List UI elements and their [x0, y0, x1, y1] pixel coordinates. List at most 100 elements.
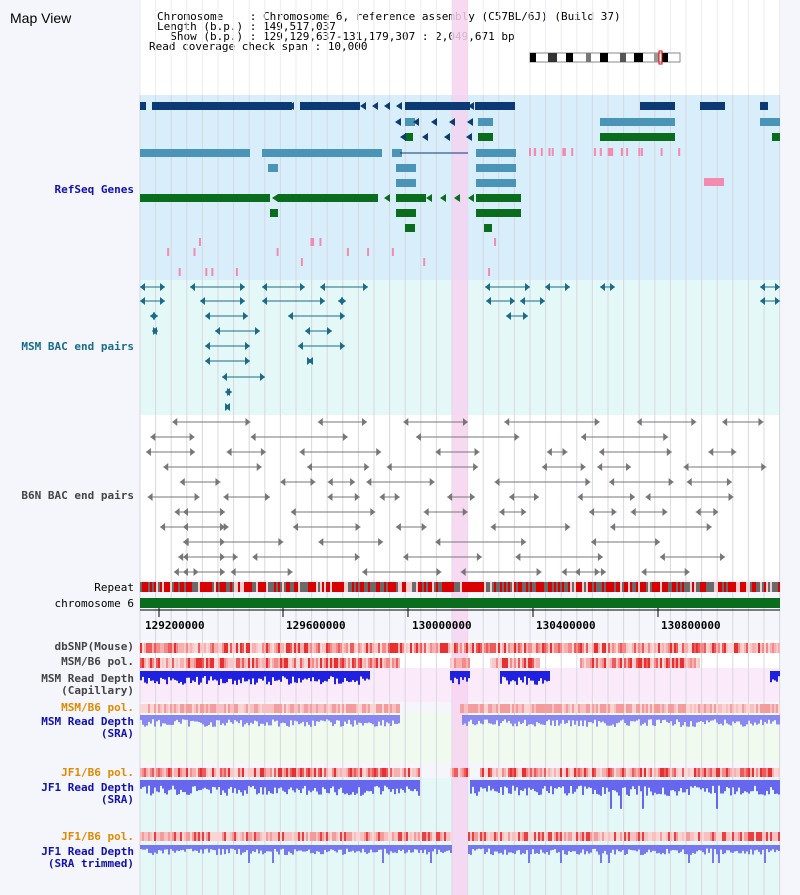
heat-cell [258, 704, 260, 713]
track-label-msm-depth-sra[interactable]: MSM Read Depth (SRA) [41, 716, 134, 740]
gene-mark [533, 148, 536, 156]
heat-cell [628, 658, 630, 668]
track-label-refseq[interactable]: RefSeq Genes [54, 183, 134, 196]
repeat-mark [228, 582, 230, 592]
depth-bar [330, 671, 332, 677]
depth-bar [680, 780, 682, 788]
depth-bar [484, 780, 486, 789]
depth-bar [370, 845, 372, 850]
gene-block [405, 133, 413, 141]
heat-cell [642, 658, 644, 668]
track-label-msm-depth-capillary[interactable]: MSM Read Depth (Capillary) [41, 673, 134, 697]
heat-cell [352, 768, 354, 777]
heat-cell [378, 643, 380, 653]
repeat-mark [362, 582, 364, 592]
depth-bar [678, 845, 680, 854]
repeat-mark [646, 582, 648, 592]
heat-cell [636, 832, 638, 841]
heat-cell [224, 768, 226, 777]
depth-bar [684, 780, 686, 793]
heat-cell [292, 768, 294, 777]
heat-cell [504, 704, 506, 713]
track-label-b6n-bac[interactable]: B6N BAC end pairs [21, 489, 134, 502]
heat-cell [212, 658, 214, 668]
depth-bar [740, 845, 742, 854]
track-label-jf1-depth-trimmed[interactable]: JF1 Read Depth (SRA trimmed) [41, 846, 134, 870]
heat-cell [600, 643, 602, 653]
depth-bar [230, 780, 232, 787]
heat-cell [482, 768, 484, 777]
heat-cell [770, 704, 772, 713]
bac-end [510, 297, 515, 305]
bac-end [594, 418, 600, 426]
heat-cell [646, 658, 648, 668]
heat-cell [274, 768, 276, 777]
depth-bar [498, 780, 500, 793]
heat-cell [248, 768, 250, 777]
heat-cell [332, 643, 334, 653]
depth-bar [590, 780, 592, 788]
depth-bar [270, 715, 272, 726]
gene-block [478, 133, 493, 141]
gene-arrow [400, 133, 406, 141]
repeat-mark [736, 582, 738, 592]
heat-cell [262, 768, 264, 777]
depth-bar [518, 671, 520, 678]
track-label-msm-b6-pol-2[interactable]: MSM/B6 pol. [61, 701, 134, 714]
track-label-jf1-pol-2[interactable]: JF1/B6 pol. [61, 830, 134, 843]
heat-cell [238, 832, 240, 841]
track-label-jf1-pol[interactable]: JF1/B6 pol. [61, 766, 134, 779]
track-label-msm-bac[interactable]: MSM BAC end pairs [21, 340, 134, 353]
depth-bar [190, 671, 192, 684]
heat-cell [766, 643, 768, 653]
depth-bar [452, 671, 454, 683]
track-label-jf1-depth[interactable]: JF1 Read Depth (SRA) [41, 782, 134, 806]
heat-cell [276, 658, 278, 668]
heat-cell [542, 768, 544, 777]
depth-bar [378, 715, 380, 722]
heat-cell [368, 658, 370, 668]
track-label-msm-b6-pol[interactable]: MSM/B6 pol. [61, 655, 134, 668]
heat-cell [744, 832, 746, 841]
heat-cell [162, 704, 164, 713]
heat-cell [484, 832, 486, 841]
heat-cell [274, 643, 276, 653]
depth-bar [522, 780, 524, 791]
gene-block [475, 102, 515, 110]
heat-cell [528, 704, 530, 713]
heat-cell [314, 643, 316, 653]
depth-bar [566, 780, 568, 796]
depth-bar [470, 845, 472, 855]
depth-bar [692, 845, 694, 853]
depth-bar [386, 715, 388, 723]
repeat-mark [140, 582, 142, 592]
depth-bar [254, 715, 256, 721]
heat-cell [756, 768, 758, 777]
depth-bar [384, 845, 386, 849]
depth-bar [236, 780, 238, 794]
depth-bar [572, 715, 574, 721]
heat-cell [240, 832, 242, 841]
heat-cell [418, 768, 420, 777]
track-label-dbsnp[interactable]: dbSNP(Mouse) [54, 640, 134, 653]
heat-cell [322, 768, 324, 777]
heat-cell [164, 768, 166, 777]
heat-cell [528, 768, 530, 777]
depth-bar [338, 845, 340, 850]
depth-bar [712, 780, 714, 786]
heat-cell [356, 832, 358, 841]
repeat-mark [582, 582, 584, 592]
heat-cell [664, 643, 666, 653]
heat-cell [690, 643, 692, 653]
depth-bar [140, 715, 142, 721]
depth-bar [506, 715, 508, 723]
heat-cell [176, 643, 178, 653]
depth-bar [778, 715, 780, 725]
gene-block [270, 209, 278, 217]
heat-cell [376, 768, 378, 777]
depth-bar [192, 845, 194, 852]
depth-bar [334, 780, 336, 793]
depth-bar [436, 845, 438, 855]
heat-cell [262, 658, 264, 668]
